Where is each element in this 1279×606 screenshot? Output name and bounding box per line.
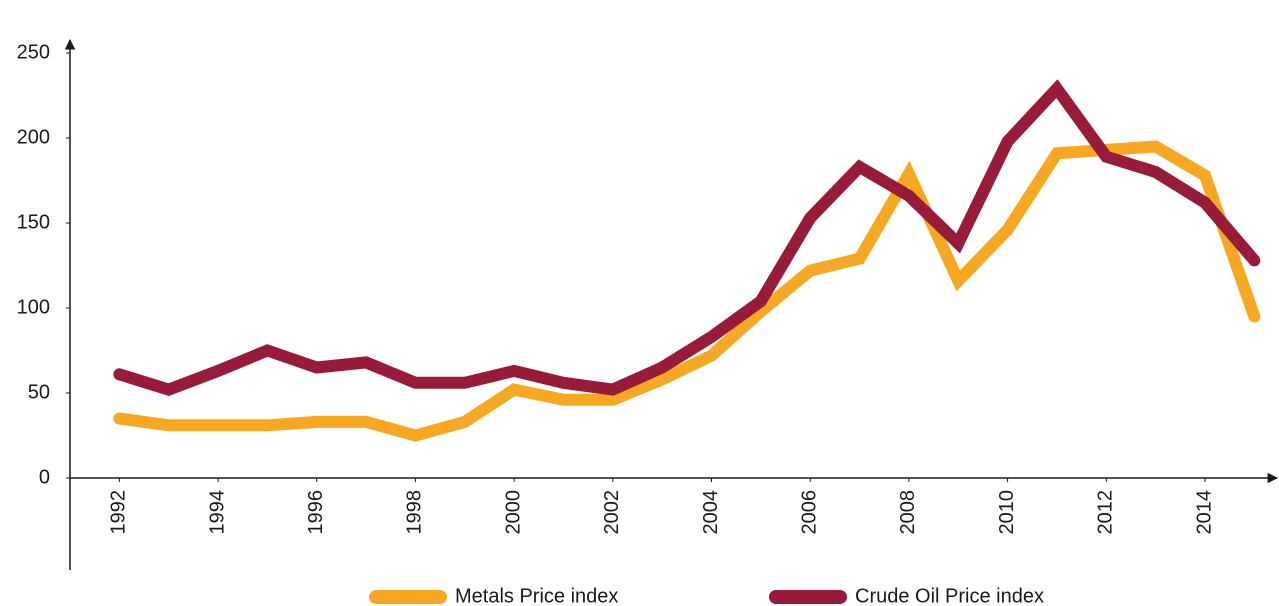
y-tick-label: 0 — [39, 466, 50, 488]
y-tick-label: 100 — [17, 296, 50, 318]
y-tick-label: 50 — [28, 381, 50, 403]
x-tick-label: 2006 — [798, 490, 820, 535]
x-tick-label: 2004 — [700, 490, 722, 535]
x-tick-label: 2014 — [1193, 490, 1215, 535]
x-tick-label: 1998 — [404, 490, 426, 535]
x-tick-label: 1996 — [305, 490, 327, 535]
y-tick-label: 200 — [17, 126, 50, 148]
line-series — [113, 140, 1261, 442]
x-tick-label: 2000 — [502, 490, 524, 535]
x-tick-label: 2008 — [897, 490, 919, 535]
x-tick-label: 1994 — [206, 490, 228, 535]
x-tick-label: 2012 — [1095, 490, 1117, 535]
y-tick-label: 150 — [17, 211, 50, 233]
x-tick-label: 1992 — [108, 490, 130, 535]
x-tick-label: 2002 — [601, 490, 623, 535]
legend-label: Metals Price index — [455, 585, 618, 606]
line-series — [113, 79, 1261, 396]
y-tick-label: 250 — [17, 41, 50, 63]
x-tick-label: 2010 — [996, 490, 1018, 535]
legend-label: Crude Oil Price index — [855, 585, 1044, 606]
